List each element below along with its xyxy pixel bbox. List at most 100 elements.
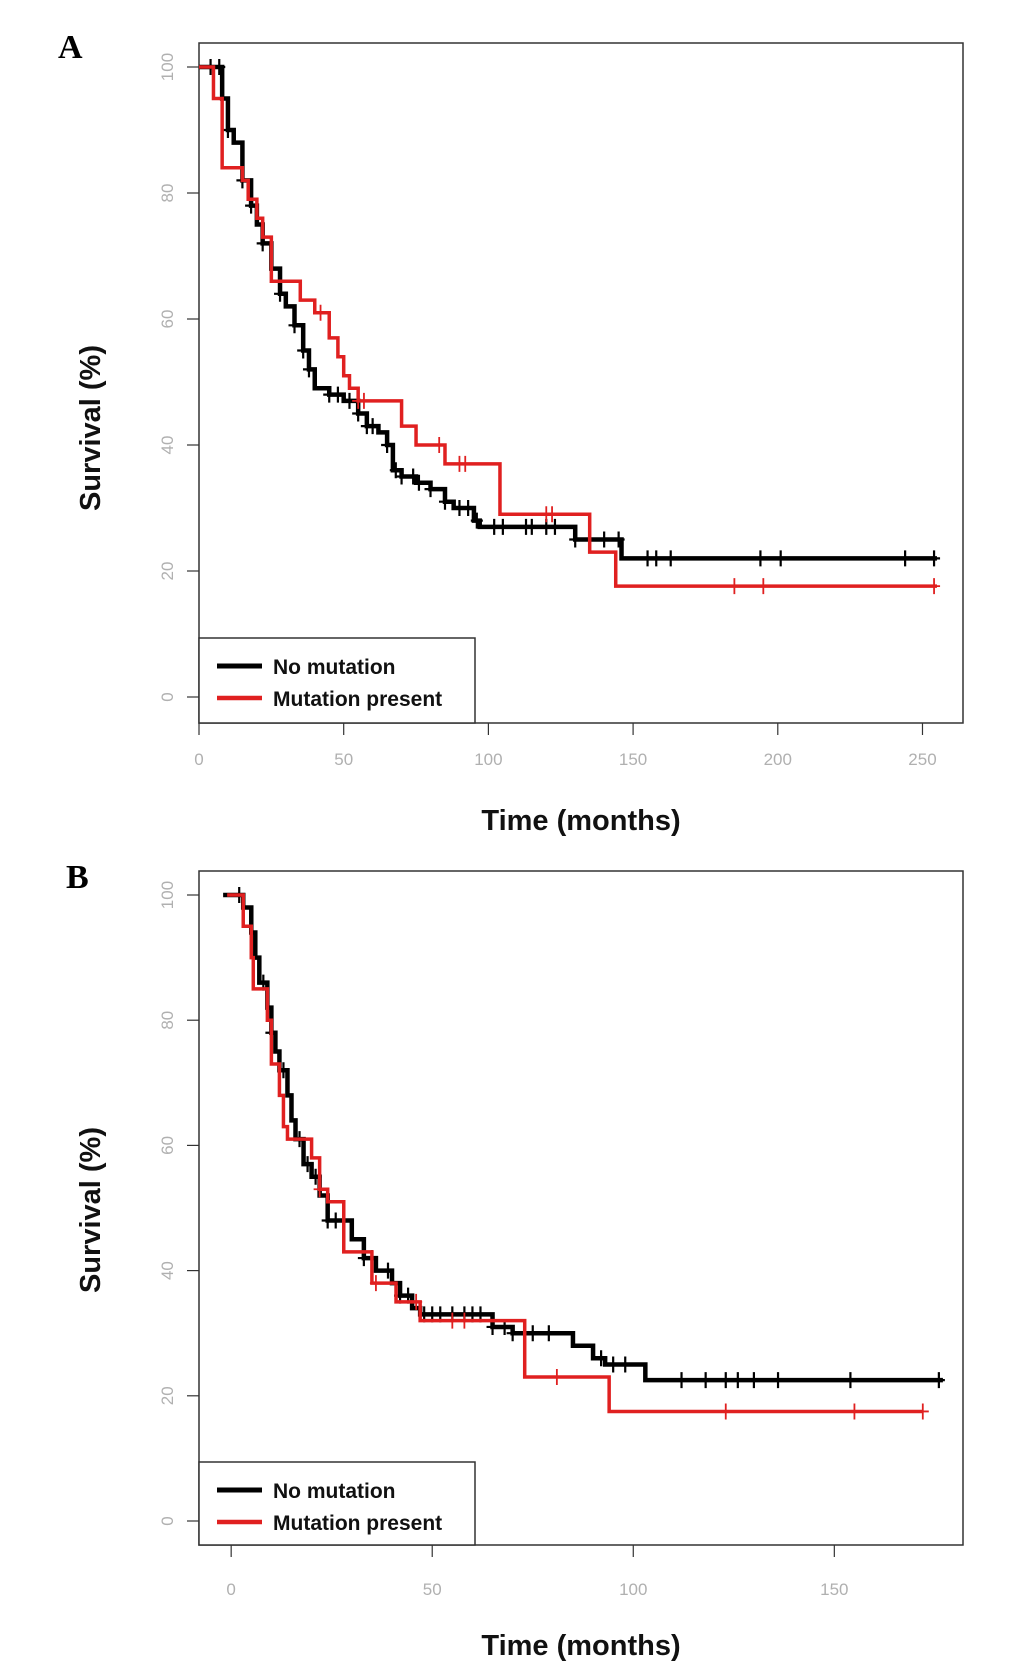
panel-b: B 0 20 40 60 80 100 0 50 100 150 Time (months) Survi… xyxy=(66,859,964,1662)
censor-mark xyxy=(754,550,767,567)
censor-mark xyxy=(932,1372,945,1389)
censor-mark xyxy=(313,1181,326,1198)
legend: No mutation Mutation present xyxy=(198,1461,476,1546)
censor-mark xyxy=(526,1325,539,1342)
censor-mark xyxy=(548,518,561,535)
x-tick-label: 100 xyxy=(619,1580,647,1599)
censor-mark xyxy=(297,342,310,359)
survival-curve-mutation-present xyxy=(199,65,937,588)
censor-mark xyxy=(699,1372,712,1389)
censor-mark xyxy=(542,1325,555,1342)
censor-mark xyxy=(302,361,315,378)
x-tick-label: 150 xyxy=(820,1580,848,1599)
y-axis-label: Survival (%) xyxy=(75,1127,107,1293)
censor-mark xyxy=(274,285,287,302)
censor-mark xyxy=(506,1325,519,1342)
censor-mark xyxy=(719,1372,732,1389)
plot-frame xyxy=(198,870,964,1546)
censor-mark xyxy=(366,418,379,435)
survival-curve-mutation-present xyxy=(227,893,923,1414)
x-tick-label: 200 xyxy=(764,750,792,769)
censor-mark xyxy=(213,59,226,75)
legend-label: No mutation xyxy=(273,656,395,679)
x-tick-label: 150 xyxy=(619,750,647,769)
legend: No mutation Mutation present xyxy=(198,637,476,724)
censor-mark xyxy=(525,518,538,535)
censor-mark xyxy=(458,1312,471,1329)
censor-mark xyxy=(650,550,663,567)
censor-mark xyxy=(612,531,625,548)
censor-mark xyxy=(395,468,408,485)
y-tick-label: 40 xyxy=(158,1261,177,1280)
x-axis-label: Time (months) xyxy=(481,805,680,837)
x-tick-label: 0 xyxy=(194,750,203,769)
y-tick-label: 60 xyxy=(158,310,177,329)
censor-mark xyxy=(496,518,509,535)
x-tick-label: 100 xyxy=(474,750,502,769)
censor-mark xyxy=(728,578,741,595)
censor-mark xyxy=(446,1312,459,1329)
x-tick-label: 250 xyxy=(908,750,936,769)
censor-mark xyxy=(719,1403,732,1420)
censor-mark xyxy=(424,481,437,498)
censor-mark xyxy=(381,1262,394,1279)
censor-mark xyxy=(569,531,582,548)
legend-label: Mutation present xyxy=(273,688,442,711)
y-tick-label: 0 xyxy=(158,692,177,701)
censor-mark xyxy=(331,386,344,403)
x-tick-label: 50 xyxy=(423,1580,442,1599)
censor-mark xyxy=(675,1372,688,1389)
censor-mark xyxy=(916,1403,929,1420)
censor-mark xyxy=(772,1372,785,1389)
y-tick-label: 0 xyxy=(158,1516,177,1525)
censor-mark xyxy=(848,1403,861,1420)
censor-mark xyxy=(357,392,370,409)
censor-mark xyxy=(433,437,446,453)
censor-mark xyxy=(844,1372,857,1389)
censor-mark xyxy=(459,455,472,472)
censor-mark xyxy=(221,122,234,138)
censor-mark xyxy=(619,1356,632,1373)
censor-mark xyxy=(664,550,677,567)
y-tick-label: 100 xyxy=(158,53,177,81)
censor-mark xyxy=(550,1369,563,1386)
censor-mark xyxy=(412,474,425,491)
panel-a: A 0 20 40 60 80 100 0 50 100 150 200 250 Time (months… xyxy=(58,29,964,837)
y-tick-label: 80 xyxy=(158,1011,177,1030)
censor-mark xyxy=(546,506,559,523)
y-tick-label: 20 xyxy=(158,1386,177,1405)
y-tick-label: 100 xyxy=(158,881,177,909)
censor-mark xyxy=(381,437,394,453)
censor-mark xyxy=(288,317,301,334)
censor-mark xyxy=(462,500,475,516)
censor-mark xyxy=(470,512,483,529)
x-tick-label: 50 xyxy=(334,750,353,769)
censor-mark xyxy=(314,304,327,321)
y-tick-label: 40 xyxy=(158,436,177,455)
y-tick-label: 60 xyxy=(158,1136,177,1155)
x-tick-label: 0 xyxy=(226,1580,235,1599)
censor-mark xyxy=(598,531,611,548)
censor-mark xyxy=(607,1356,620,1373)
panel-label: B xyxy=(66,859,89,896)
censor-mark xyxy=(438,493,451,510)
censor-mark xyxy=(410,1293,423,1310)
y-tick-label: 20 xyxy=(158,562,177,581)
legend-label: No mutation xyxy=(273,1480,395,1503)
plot-frame xyxy=(198,42,964,724)
legend-box xyxy=(198,1461,476,1546)
censor-mark xyxy=(757,578,770,595)
censor-mark xyxy=(899,550,912,567)
x-axis-label: Time (months) xyxy=(481,1630,680,1662)
legend-label: Mutation present xyxy=(273,1512,442,1535)
legend-box xyxy=(198,637,476,724)
censor-mark xyxy=(329,1212,342,1229)
censor-mark xyxy=(595,1350,608,1367)
censor-mark xyxy=(369,1275,382,1292)
y-axis-label: Survival (%) xyxy=(75,345,107,511)
censor-mark xyxy=(747,1372,760,1389)
censor-mark xyxy=(774,550,787,567)
survival-curve-no-mutation xyxy=(223,892,943,1383)
censor-mark xyxy=(928,550,941,567)
